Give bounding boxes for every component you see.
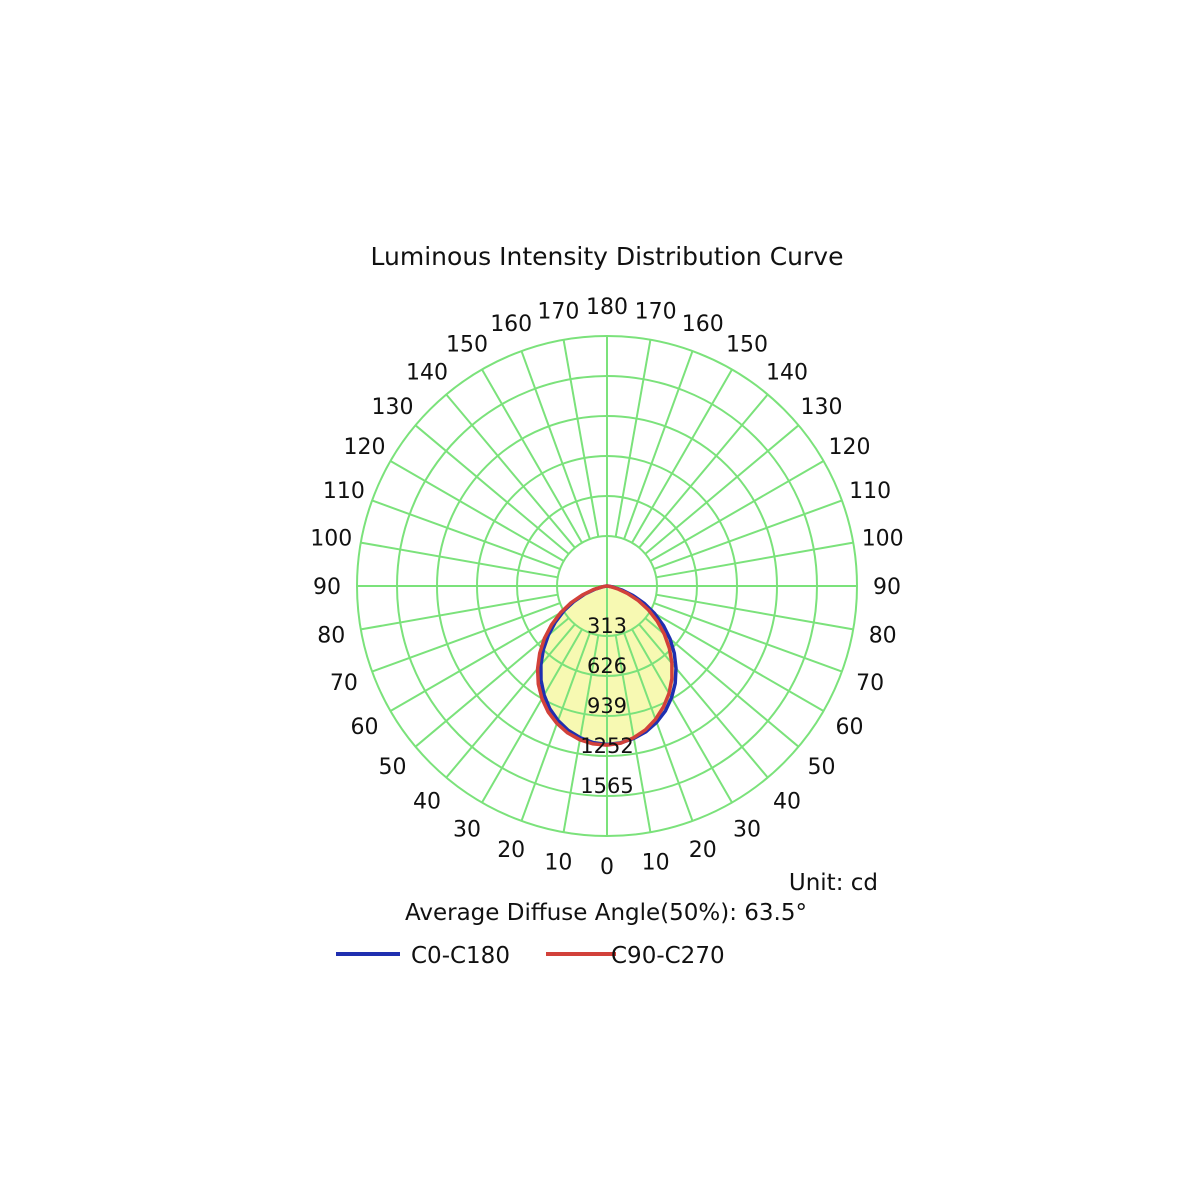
angle-tick-label: 110 (849, 479, 891, 504)
grid-spoke (360, 541, 558, 579)
grid-spoke (562, 635, 600, 833)
angle-tick-label: 140 (766, 361, 808, 386)
angle-tick-label: 60 (836, 715, 864, 740)
grid-spoke (638, 623, 769, 779)
legend-label-c90: C90-C270 (611, 943, 725, 969)
grid-spoke (481, 628, 583, 804)
angle-tick-label: 170 (537, 299, 579, 324)
grid-spoke (623, 632, 694, 822)
angle-tick-label: 30 (733, 818, 761, 843)
radial-tick-label: 1252 (580, 734, 633, 758)
angle-tick-label: 0 (600, 855, 614, 880)
angle-tick-label: 150 (726, 333, 768, 358)
angle-tick-label: 70 (856, 671, 884, 696)
angle-tick-label: 50 (379, 755, 407, 780)
angle-tick-label: 150 (446, 333, 488, 358)
grid-spoke (445, 623, 576, 779)
polar-grid (356, 335, 858, 837)
grid-spoke (520, 350, 591, 540)
grid-spoke (414, 424, 570, 555)
angle-tick-label: 10 (642, 851, 670, 876)
angle-tick-label: 80 (317, 624, 345, 649)
angle-tick-label: 30 (453, 818, 481, 843)
grid-spoke (614, 339, 652, 537)
angle-tick-label: 130 (372, 395, 414, 420)
grid-spoke (371, 499, 561, 570)
legend-label-c0: C0-C180 (411, 943, 510, 969)
angle-tick-label: 160 (682, 312, 724, 337)
angle-tick-label: 60 (351, 715, 379, 740)
grid-spoke (520, 632, 591, 822)
angle-tick-label: 100 (862, 526, 904, 551)
average-angle-label: Average Diffuse Angle(50%): 63.5° (405, 900, 807, 926)
radial-tick-label: 939 (587, 694, 627, 718)
series-c90-c270-curve (535, 584, 674, 747)
angle-tick-label: 70 (330, 671, 358, 696)
radial-tick-label: 313 (587, 614, 627, 638)
angle-tick-label: 100 (310, 526, 352, 551)
angle-tick-label: 10 (544, 851, 572, 876)
grid-spoke (631, 628, 733, 804)
angle-tick-label: 140 (406, 361, 448, 386)
angle-tick-label: 20 (497, 838, 525, 863)
grid-spoke (623, 350, 694, 540)
grid-spoke (389, 610, 565, 712)
grid-spoke (653, 602, 843, 673)
angle-tick-label: 90 (873, 575, 901, 600)
grid-spoke (360, 593, 558, 631)
grid-spoke (445, 393, 576, 549)
grid-spoke (562, 339, 600, 537)
legend: C0-C180 C90-C270 (336, 943, 725, 969)
angle-tick-label: 50 (808, 755, 836, 780)
grid-spoke (644, 424, 800, 555)
angle-tick-label: 120 (829, 435, 871, 460)
angle-tick-label: 120 (344, 435, 386, 460)
radial-tick-label: 626 (587, 654, 627, 678)
angle-tick-label: 170 (635, 299, 677, 324)
grid-spoke (638, 393, 769, 549)
angle-tick-label: 90 (313, 575, 341, 600)
grid-spoke (656, 593, 854, 631)
radial-tick-label: 1565 (580, 774, 633, 798)
unit-label: Unit: cd (789, 870, 878, 896)
angle-tick-label: 130 (801, 395, 843, 420)
angle-tick-label: 160 (490, 312, 532, 337)
angle-tick-label: 40 (413, 790, 441, 815)
chart-title: Luminous Intensity Distribution Curve (371, 242, 844, 271)
angle-tick-label: 110 (323, 479, 365, 504)
grid-spoke (653, 499, 843, 570)
grid-spoke (371, 602, 561, 673)
curve-layer (535, 584, 678, 747)
grid-spoke (481, 368, 583, 544)
grid-spoke (614, 635, 652, 833)
radial-tick-labels: 313 626 939 1252 1565 (580, 614, 633, 798)
angle-tick-label: 20 (689, 838, 717, 863)
angle-tick-label: 40 (773, 790, 801, 815)
grid-spoke (389, 460, 565, 562)
grid-spoke (631, 368, 733, 544)
grid-spoke (649, 460, 825, 562)
angle-tick-label: 180 (586, 295, 628, 320)
angle-tick-label: 80 (869, 624, 897, 649)
grid-spoke (649, 610, 825, 712)
grid-spoke (656, 541, 854, 579)
